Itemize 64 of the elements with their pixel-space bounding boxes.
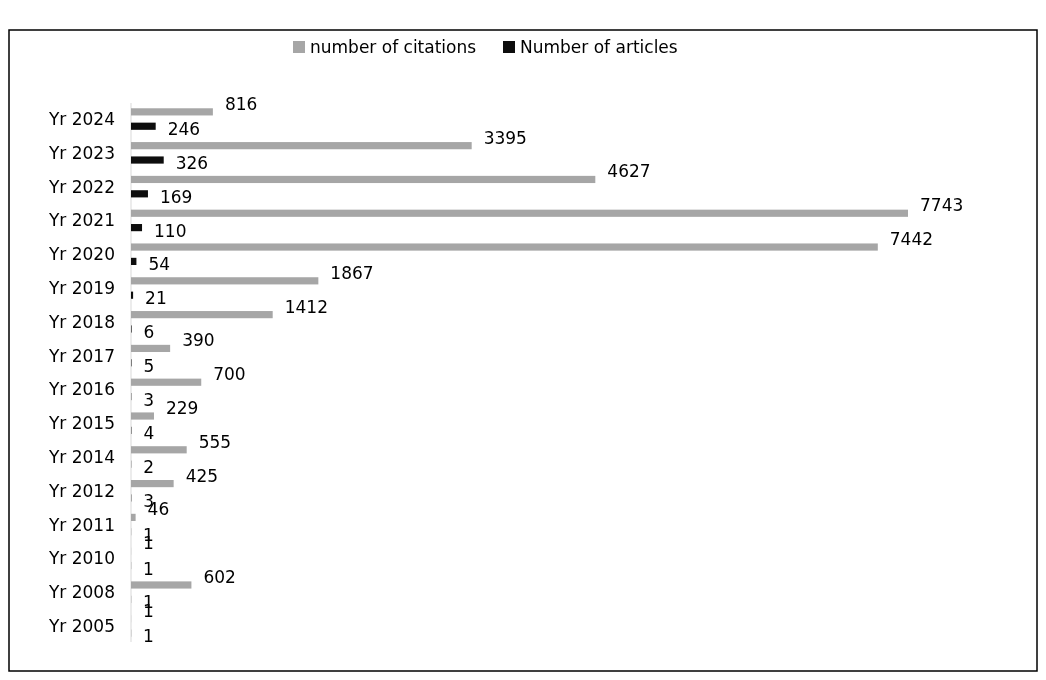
bar bbox=[131, 257, 137, 265]
bar bbox=[131, 311, 273, 319]
data-label: 7442 bbox=[889, 229, 934, 250]
data-label: 7743 bbox=[920, 195, 964, 216]
bar bbox=[131, 581, 192, 589]
bar bbox=[131, 108, 213, 116]
bar bbox=[131, 224, 143, 232]
data-label: 390 bbox=[182, 330, 215, 351]
data-label: 3395 bbox=[483, 127, 527, 148]
y-tick-label: Yr 2022 bbox=[47, 176, 115, 197]
y-tick-label: Yr 2015 bbox=[47, 413, 115, 434]
bar bbox=[131, 122, 156, 130]
legend-label: number of citations bbox=[310, 37, 477, 57]
y-tick-label: Yr 2019 bbox=[47, 278, 115, 299]
data-label: 1 bbox=[143, 626, 154, 647]
bar bbox=[131, 480, 174, 488]
data-label: 1867 bbox=[330, 262, 374, 283]
y-tick-label: Yr 2005 bbox=[47, 615, 115, 636]
y-tick-label: Yr 2020 bbox=[47, 244, 115, 265]
data-label: 54 bbox=[148, 254, 171, 275]
legend-label: Number of articles bbox=[520, 37, 678, 57]
data-label: 4627 bbox=[607, 161, 651, 182]
bar bbox=[131, 190, 148, 198]
bar bbox=[131, 446, 187, 454]
data-label: 110 bbox=[154, 220, 187, 241]
bar bbox=[131, 243, 878, 251]
bar bbox=[131, 291, 134, 299]
data-label: 21 bbox=[145, 288, 167, 309]
data-label: 4 bbox=[143, 423, 155, 444]
data-label: 1 bbox=[143, 558, 154, 579]
data-label: 2 bbox=[143, 457, 155, 478]
y-tick-label: Yr 2018 bbox=[47, 311, 115, 332]
data-label: 700 bbox=[213, 364, 246, 385]
data-label: 246 bbox=[167, 119, 201, 140]
y-tick-label: Yr 2024 bbox=[47, 109, 115, 130]
y-tick-label: Yr 2008 bbox=[47, 582, 115, 603]
y-tick-label: Yr 2021 bbox=[47, 210, 115, 231]
bar bbox=[131, 277, 319, 285]
data-label: 6 bbox=[143, 321, 155, 342]
bar bbox=[131, 378, 202, 386]
data-label: 169 bbox=[159, 186, 193, 207]
data-label: 3 bbox=[143, 389, 155, 410]
data-label: 326 bbox=[175, 153, 209, 174]
y-tick-label: Yr 2011 bbox=[47, 514, 115, 535]
bar bbox=[131, 209, 908, 217]
y-tick-label: Yr 2023 bbox=[47, 142, 115, 163]
bar bbox=[131, 175, 596, 184]
data-label: 425 bbox=[185, 465, 219, 486]
data-label: 5 bbox=[143, 355, 155, 376]
data-label: 229 bbox=[165, 398, 199, 419]
bar bbox=[131, 513, 136, 521]
bar bbox=[131, 156, 164, 164]
bar bbox=[131, 412, 154, 420]
data-label: 816 bbox=[224, 93, 258, 114]
bar bbox=[131, 142, 472, 150]
y-tick-label: Yr 2010 bbox=[47, 548, 115, 569]
y-tick-label: Yr 2016 bbox=[47, 379, 115, 400]
data-label: 1412 bbox=[284, 296, 328, 317]
y-tick-label: Yr 2017 bbox=[47, 345, 115, 366]
data-label: 602 bbox=[203, 566, 236, 587]
y-tick-label: Yr 2012 bbox=[47, 480, 115, 501]
data-label: 555 bbox=[198, 431, 232, 452]
y-tick-label: Yr 2014 bbox=[47, 446, 115, 467]
bar bbox=[131, 344, 171, 353]
